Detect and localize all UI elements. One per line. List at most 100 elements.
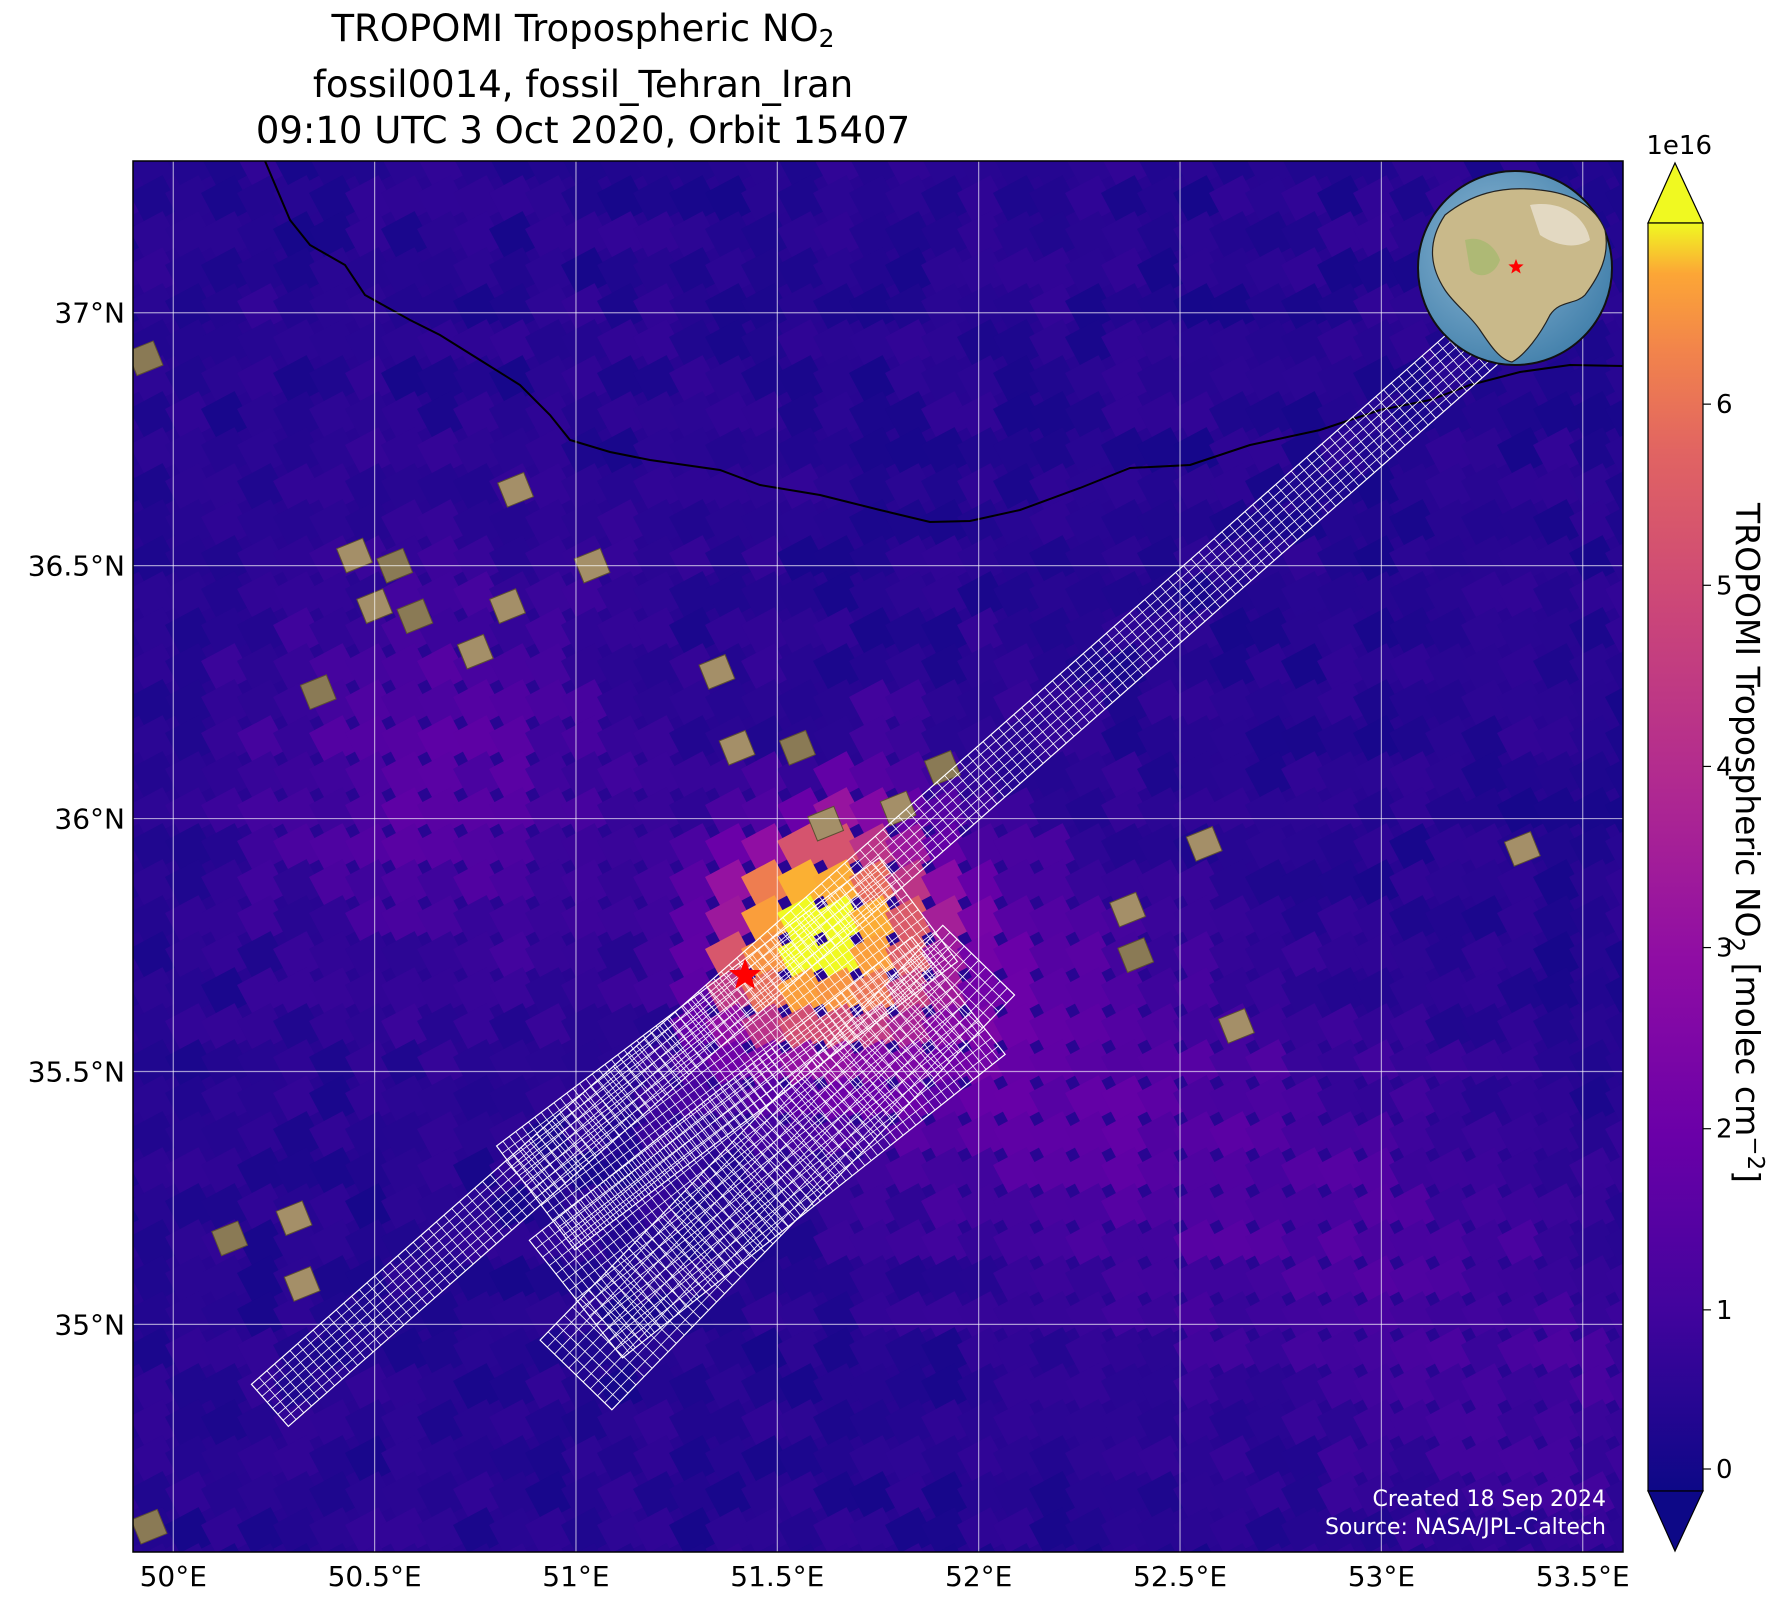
no2-pixel	[1604, 751, 1623, 803]
no2-pixel	[1317, 1039, 1369, 1091]
no2-pixel	[164, 1363, 217, 1415]
no2-pixel	[1389, 823, 1441, 875]
colorbar-extend-max	[1647, 161, 1704, 224]
colorbar-tick-label: 4	[1716, 752, 1733, 782]
no2-pixel	[561, 1363, 613, 1415]
no2-pixel	[524, 319, 577, 371]
no2-pixel	[633, 931, 685, 983]
no2-pixel	[1605, 499, 1623, 551]
no2-pixel	[1209, 463, 1261, 515]
no2-pixel	[489, 283, 541, 335]
no2-pixel	[1137, 355, 1189, 407]
no2-pixel	[133, 1327, 181, 1379]
no2-pixel	[309, 895, 361, 947]
no2-pixel	[165, 1003, 217, 1055]
no2-pixel	[1065, 1363, 1117, 1415]
no2-pixel	[1605, 1291, 1623, 1343]
no2-pixel	[1065, 1147, 1117, 1199]
no2-pixel	[1065, 1255, 1117, 1307]
no2-pixel	[1569, 571, 1621, 623]
no2-pixel	[1497, 391, 1549, 443]
no2-pixel	[992, 823, 1045, 875]
no2-pixel	[381, 787, 433, 839]
no2-pixel	[1029, 643, 1081, 695]
no2-pixel	[381, 319, 433, 371]
no2-pixel	[416, 1147, 469, 1199]
no2-pixel	[1281, 1507, 1333, 1552]
no2-pixel	[345, 319, 397, 371]
no2-pixel	[1173, 607, 1225, 659]
no2-pixel	[1497, 499, 1549, 551]
no2-pixel	[344, 1075, 397, 1127]
no2-pixel	[1389, 967, 1441, 1019]
no2-pixel	[165, 1147, 217, 1199]
no2-pixel	[345, 967, 397, 1019]
no2-pixel	[1065, 211, 1117, 263]
no2-pixel	[992, 211, 1045, 263]
no2-pixel	[668, 1219, 721, 1271]
no2-pixel	[1569, 1435, 1621, 1487]
no2-pixel	[632, 1147, 685, 1199]
no2-pixel	[668, 161, 721, 191]
no2-pixel	[741, 211, 793, 263]
no2-pixel	[1029, 355, 1081, 407]
no2-pixel	[452, 211, 505, 263]
no2-pixel	[1425, 787, 1477, 839]
no2-pixel	[1461, 823, 1513, 875]
no2-pixel	[1353, 283, 1405, 335]
no2-pixel	[561, 1507, 613, 1552]
no2-pixel	[740, 175, 793, 227]
no2-pixel	[956, 1111, 1009, 1163]
no2-pixel	[165, 175, 217, 227]
no2-pixel	[272, 715, 325, 767]
no2-pixel	[669, 499, 721, 551]
no2-pixel	[489, 679, 541, 731]
no2-pixel	[1425, 571, 1477, 623]
no2-pixel	[812, 1075, 865, 1127]
no2-pixel	[884, 319, 937, 371]
no2-pixel	[1209, 499, 1261, 551]
no2-pixel	[309, 391, 361, 443]
no2-pixel	[597, 823, 649, 875]
no2-pixel	[488, 319, 541, 371]
no2-pixel	[237, 967, 289, 1019]
no2-pixel	[1425, 859, 1477, 911]
no2-pixel	[1496, 787, 1549, 839]
no2-pixel	[1065, 355, 1117, 407]
no2-pixel	[380, 1399, 433, 1451]
no2-pixel	[488, 427, 541, 479]
no2-pixel	[1569, 823, 1621, 875]
no2-pixel	[1029, 283, 1081, 335]
no2-pixel	[1317, 427, 1369, 479]
no2-pixel	[1425, 1363, 1477, 1415]
no2-pixel	[309, 1471, 361, 1523]
no2-pixel	[1281, 679, 1333, 731]
no2-pixel	[452, 715, 505, 767]
no2-pixel	[1317, 1255, 1369, 1307]
no2-pixel	[417, 283, 469, 335]
no2-pixel	[1353, 1507, 1405, 1552]
no2-pixel	[1173, 1327, 1225, 1379]
no2-pixel	[489, 1291, 541, 1343]
no2-pixel	[668, 283, 721, 335]
no2-pixel	[133, 1471, 181, 1523]
no2-pixel	[920, 319, 973, 371]
no2-pixel	[165, 1039, 217, 1091]
no2-pixel	[1353, 1075, 1405, 1127]
no2-pixel	[133, 427, 181, 479]
no2-pixel	[1317, 823, 1369, 875]
no2-pixel	[1461, 391, 1513, 443]
no2-pixel	[776, 427, 829, 479]
no2-pixel	[133, 463, 181, 515]
no2-pixel	[956, 1183, 1009, 1235]
no2-pixel	[1245, 931, 1297, 983]
no2-pixel	[1029, 895, 1081, 947]
no2-pixel	[1101, 1111, 1153, 1163]
no2-pixel	[273, 1075, 325, 1127]
no2-pixel	[1316, 1291, 1369, 1343]
no2-pixel	[813, 427, 865, 479]
no2-pixel	[201, 931, 253, 983]
no2-pixel	[705, 607, 757, 659]
no2-pixel	[1173, 319, 1225, 371]
